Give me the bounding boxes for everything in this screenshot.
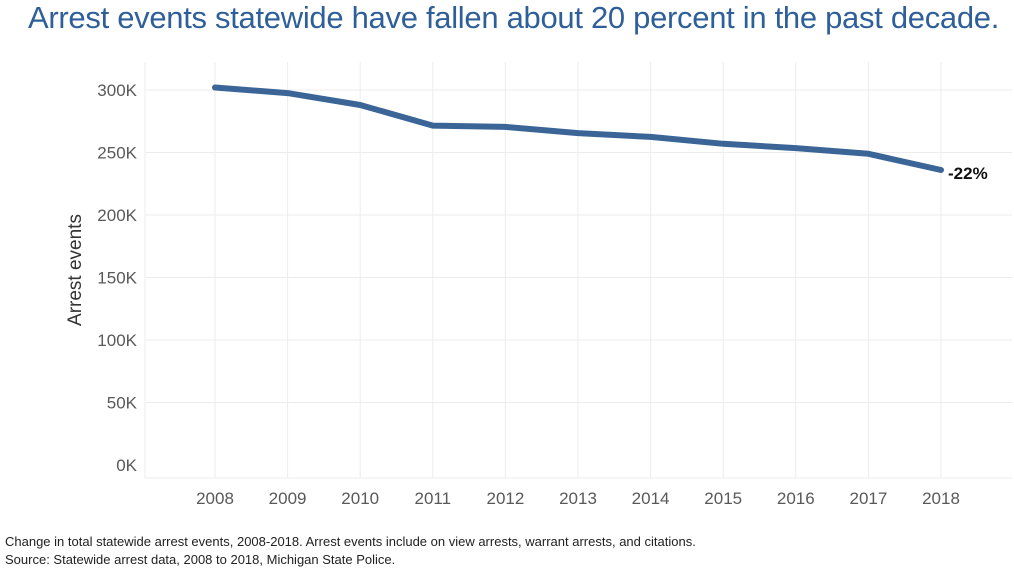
x-tick-label: 2010 (341, 489, 379, 508)
x-tick-label: 2008 (196, 489, 234, 508)
footnote-description: Change in total statewide arrest events,… (5, 534, 696, 549)
x-tick-label: 2013 (559, 489, 597, 508)
y-tick-label: 250K (97, 144, 137, 163)
x-tick-label: 2017 (849, 489, 887, 508)
footnote-source: Source: Statewide arrest data, 2008 to 2… (5, 552, 396, 567)
x-tick-label: 2016 (777, 489, 815, 508)
x-tick-label: 2011 (415, 489, 452, 508)
x-tick-label: 2009 (269, 489, 307, 508)
y-axis-title: Arrest events (65, 214, 86, 326)
series-group (212, 84, 944, 173)
y-tick-label: 300K (97, 81, 137, 100)
y-tick-label: 50K (107, 394, 138, 413)
x-tick-label: 2014 (632, 489, 670, 508)
y-tick-label: 200K (97, 206, 137, 225)
y-tick-label: 100K (97, 331, 137, 350)
x-tick-label: 2018 (922, 489, 960, 508)
gridlines (144, 62, 1012, 479)
annotations: -22% (948, 164, 988, 183)
x-tick-label: 2015 (704, 489, 742, 508)
x-tick-label: 2012 (486, 489, 524, 508)
end-change-label: -22% (948, 164, 988, 183)
y-tick-labels: 0K 50K 100K 150K 200K 250K 300K (97, 81, 137, 475)
chart-title: Arrest events statewide have fallen abou… (28, 0, 1000, 35)
x-tick-labels: 2008 2009 2010 2011 2012 2013 2014 2015 2016 2017… (196, 489, 960, 508)
y-tick-label: 0K (116, 456, 137, 475)
y-tick-label: 150K (97, 269, 137, 288)
